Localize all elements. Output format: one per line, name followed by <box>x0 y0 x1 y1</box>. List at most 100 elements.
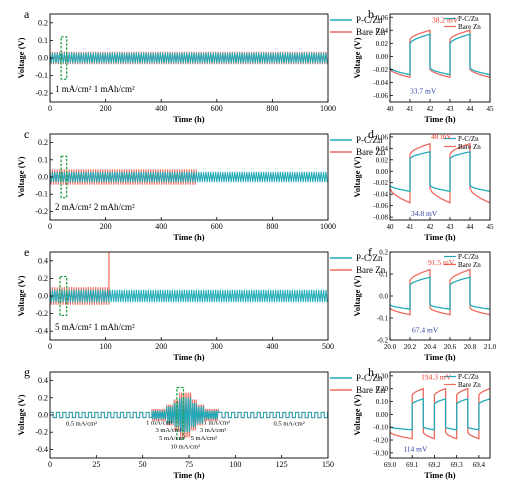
x-tick-label: 41 <box>407 105 415 113</box>
x-tick-label: 20.8 <box>464 343 477 351</box>
y-tick-label: 0.00 <box>376 168 389 176</box>
plot-area-g <box>50 392 328 438</box>
legend-label: Bare Zn <box>356 385 386 395</box>
overpotential-annotation: 91.5 mV <box>428 258 455 267</box>
y-tick-label: -0.2 <box>35 89 48 98</box>
legend-label: P-C/Zn <box>458 15 479 23</box>
series-pc-zn-trace <box>390 276 490 310</box>
y-axis-label: Voltage (V) <box>16 156 26 197</box>
x-tick-label: 25 <box>92 460 100 469</box>
y-tick-label: -0.06 <box>373 92 388 100</box>
y-tick-label: 0.1 <box>379 271 388 279</box>
x-axis-label: Time (h) <box>173 114 204 124</box>
y-tick-label: -0.1 <box>35 71 48 80</box>
x-tick-label: 44 <box>467 105 475 113</box>
series-pc-zn-trace <box>50 171 328 183</box>
legend-label: P-C/Zn <box>458 135 479 143</box>
y-tick-label: 0.2 <box>38 393 48 402</box>
condition-label: 5 mA/cm² 1 mAh/cm² <box>55 322 135 332</box>
x-tick-label: 42 <box>427 223 435 231</box>
overpotential-annotation: 38.2 mV <box>432 15 459 24</box>
x-tick-label: 0 <box>48 342 52 351</box>
plot-area-h <box>390 387 490 440</box>
x-tick-label: 45 <box>487 223 495 231</box>
panel-f: 20.0 20.2 20.4 20.6 20.8 21.0 -0.2 -0.1 0.0 0.1 0.… <box>352 245 497 362</box>
legend-label: P-C/Zn <box>356 373 383 383</box>
x-tick-label: 20.2 <box>404 343 417 351</box>
x-tick-label: 20.0 <box>384 343 397 351</box>
series-bare-zn-trace <box>390 142 490 204</box>
x-tick-label: 21.0 <box>484 343 497 351</box>
x-tick-label: 40 <box>387 105 395 113</box>
plot-area-f <box>390 268 490 316</box>
panel-label: a <box>24 7 30 21</box>
x-tick-label: 42 <box>427 105 435 113</box>
y-tick-label: -0.2 <box>35 207 48 216</box>
y-tick-label: -0.02 <box>373 179 388 187</box>
x-tick-label: 200 <box>155 342 167 351</box>
x-tick-label: 41 <box>407 223 415 231</box>
panel-c: 0 200 400 600 800 1000 -0.2 -0.1 0.0 0.1 0.2 Time (… <box>16 127 386 242</box>
series-pc-zn-trace <box>50 397 328 433</box>
y-axis-label: Voltage (V) <box>352 394 362 435</box>
legend-label: Bare Zn <box>356 265 386 275</box>
x-tick-label: 0 <box>48 460 52 469</box>
x-tick-label: 600 <box>211 222 223 231</box>
y-tick-label: -0.08 <box>373 214 388 222</box>
rate-label: 1 mA/cm² <box>146 419 172 426</box>
overpotential-annotation: 48 mV <box>431 132 452 141</box>
y-tick-label: -0.4 <box>35 445 48 454</box>
rate-label: 3 mA/cm² <box>200 427 226 434</box>
y-tick-label: -0.06 <box>373 202 388 210</box>
y-tick-label: 0.1 <box>38 155 48 164</box>
y-axis-label: Voltage (V) <box>16 37 26 78</box>
y-tick-label: 0.4 <box>38 256 48 265</box>
rate-label: 5 mA/cm² <box>159 435 185 442</box>
y-tick-label: -0.04 <box>373 191 388 199</box>
x-tick-label: 0 <box>48 222 52 231</box>
panel-label: c <box>24 127 29 141</box>
x-tick-label: 1000 <box>320 222 336 231</box>
plot-area-b <box>390 29 490 78</box>
y-axis-label: Voltage (V) <box>352 156 362 197</box>
plot-area-d <box>390 142 490 204</box>
x-tick-label: 75 <box>185 460 193 469</box>
x-tick-label: 20.6 <box>444 343 457 351</box>
y-tick-label: 0.00 <box>376 411 389 419</box>
legend-label: Bare Zn <box>356 147 386 157</box>
x-tick-label: 150 <box>322 460 334 469</box>
x-tick-label: 40 <box>387 223 395 231</box>
series-pc-zn-trace <box>50 289 328 303</box>
y-tick-label: 0.0 <box>379 293 388 301</box>
series-pc-zn-trace <box>390 33 490 76</box>
rate-label: 1 mA/cm² <box>204 419 230 426</box>
y-axis-label: Voltage (V) <box>352 37 362 78</box>
y-tick-label: 0.2 <box>38 138 48 147</box>
x-axis-label: Time (h) <box>173 470 204 480</box>
plot-area-c <box>50 169 328 185</box>
legend-label: Bare Zn <box>458 143 481 151</box>
y-tick-label: 0.10 <box>376 398 389 406</box>
series-bare-zn-trace <box>390 268 490 316</box>
y-axis-label: Voltage (V) <box>352 275 362 316</box>
legend-label: P-C/Zn <box>458 373 479 381</box>
axes-frame <box>389 371 491 459</box>
x-axis-label: Time (h) <box>424 352 455 362</box>
x-tick-label: 300 <box>211 342 223 351</box>
y-tick-label: 0.02 <box>376 40 389 48</box>
y-axis-label: Voltage (V) <box>16 275 26 316</box>
x-tick-label: 69.4 <box>473 461 486 469</box>
rate-label: 10 mA/cm² <box>171 444 201 451</box>
axes-frame <box>389 13 491 103</box>
legend-label: Bare Zn <box>458 261 481 269</box>
x-tick-label: 125 <box>276 460 288 469</box>
x-tick-label: 69.0 <box>384 461 397 469</box>
overpotential-annotation: 33.7 mV <box>410 87 437 96</box>
x-tick-label: 20.4 <box>424 343 437 351</box>
x-tick-label: 43 <box>447 105 455 113</box>
x-axis-label: Time (h) <box>173 352 204 362</box>
panel-label: d <box>368 127 374 141</box>
y-tick-label: -0.20 <box>373 437 388 445</box>
x-tick-label: 100 <box>229 460 241 469</box>
